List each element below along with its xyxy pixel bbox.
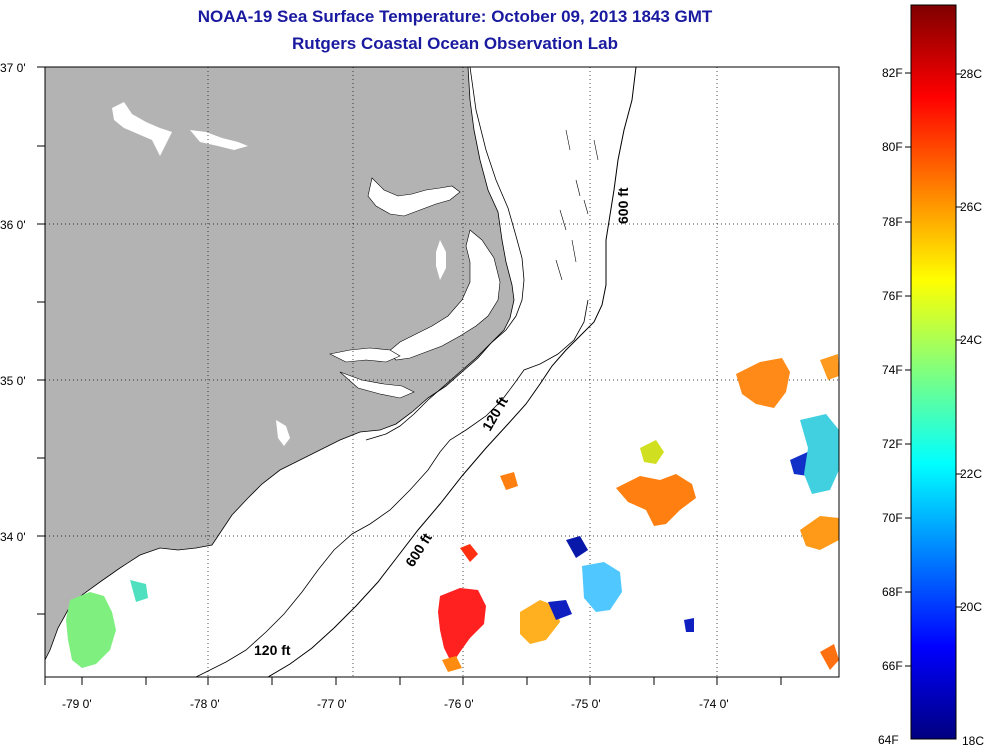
colorbar-f-label: 66F [882,659,903,673]
lon-label: -74 0' [699,697,729,711]
sst-patch-blue-4 [684,618,694,632]
map-title: NOAA-19 Sea Surface Temperature: October… [197,7,713,26]
map-subtitle: Rutgers Coastal Ocean Observation Lab [292,34,618,53]
sst-patch-orange-4 [820,354,839,380]
colorbar-c-label: 18C [962,734,984,748]
lon-label: -79 0' [62,697,92,711]
axis-ticks [37,66,782,685]
sst-patch-mixed-2 [582,562,622,612]
colorbar-f-label: 72F [882,437,903,451]
sst-patch-orange-3 [736,358,790,408]
contour-600ft [267,67,637,677]
sst-patch-nearshore-green [66,592,116,668]
lat-label: 36 0' [0,218,26,232]
sst-patch-mixed-1 [520,600,560,644]
lon-label: -76 0' [444,697,474,711]
colorbar-c-label: 28C [960,67,982,81]
sst-patch-orange-7 [500,472,518,490]
lon-label: -77 0' [317,697,347,711]
inland-lake-2 [190,130,248,150]
contour-label-120-south: 120 ft [254,642,291,658]
lon-labels: -79 0' -78 0' -77 0' -76 0' -75 0' -74 0… [62,697,729,711]
colorbar-f-label: 76F [882,289,903,303]
colorbar-c-label: 22C [960,467,982,481]
colorbar-f-label: 74F [882,363,903,377]
neuse-river [339,371,415,399]
contour-120ft [195,299,589,677]
inland-lake-4 [276,420,290,446]
inland-lake-3 [436,240,446,280]
lon-label: -75 0' [571,697,601,711]
shoal-lines [555,129,599,281]
colorbar-c-label: 20C [960,600,982,614]
colorbar [910,4,957,740]
colorbar-c-label: 24C [960,333,982,347]
sst-patch-yellow-1 [640,440,664,464]
barrier-islands [365,67,525,441]
colorbar-celsius-labels: 28C 26C 24C 22C 20C 18C [960,67,984,748]
sst-patch-orange-2 [616,474,696,526]
colorbar-f-label: 68F [882,585,903,599]
sst-patch-orange-6 [820,644,839,670]
colorbar-fahrenheit-labels: 82F 80F 78F 76F 74F 72F 70F 68F 66F 64F [878,66,903,747]
lat-label: 35 0' [0,374,26,388]
sst-patch-red-2 [460,544,478,562]
lat-labels: 37 0' 36 0' 35 0' 34 0' [0,61,26,544]
sst-patch-orange-5 [800,516,839,550]
inland-lake-1 [112,102,172,156]
plot-frame [44,66,840,678]
colorbar-ticks [905,72,962,667]
pamlico-sound [387,229,501,361]
sst-patch-red-main [438,588,486,664]
colorbar-c-label: 26C [960,200,982,214]
colorbar-f-label: 80F [882,140,903,154]
sst-patch-orange-1 [442,656,462,672]
colorbar-f-label: 78F [882,215,903,229]
sst-patch-blue-1 [548,600,572,620]
sst-patch-blue-2 [566,536,588,558]
sst-patch-nearshore-cyan [130,580,148,602]
pamlico-river [329,347,401,363]
colorbar-f-label: 64F [878,733,899,747]
albemarle-sound [367,177,461,217]
sst-patch-mixed-3 [800,414,839,494]
sst-patches [66,354,839,672]
colorbar-f-label: 70F [882,511,903,525]
lat-label: 34 0' [0,530,26,544]
lat-label: 37 0' [0,61,26,75]
colorbar-f-label: 82F [882,66,903,80]
contour-label-600-north: 600 ft [615,187,631,224]
lon-label: -78 0' [190,697,220,711]
